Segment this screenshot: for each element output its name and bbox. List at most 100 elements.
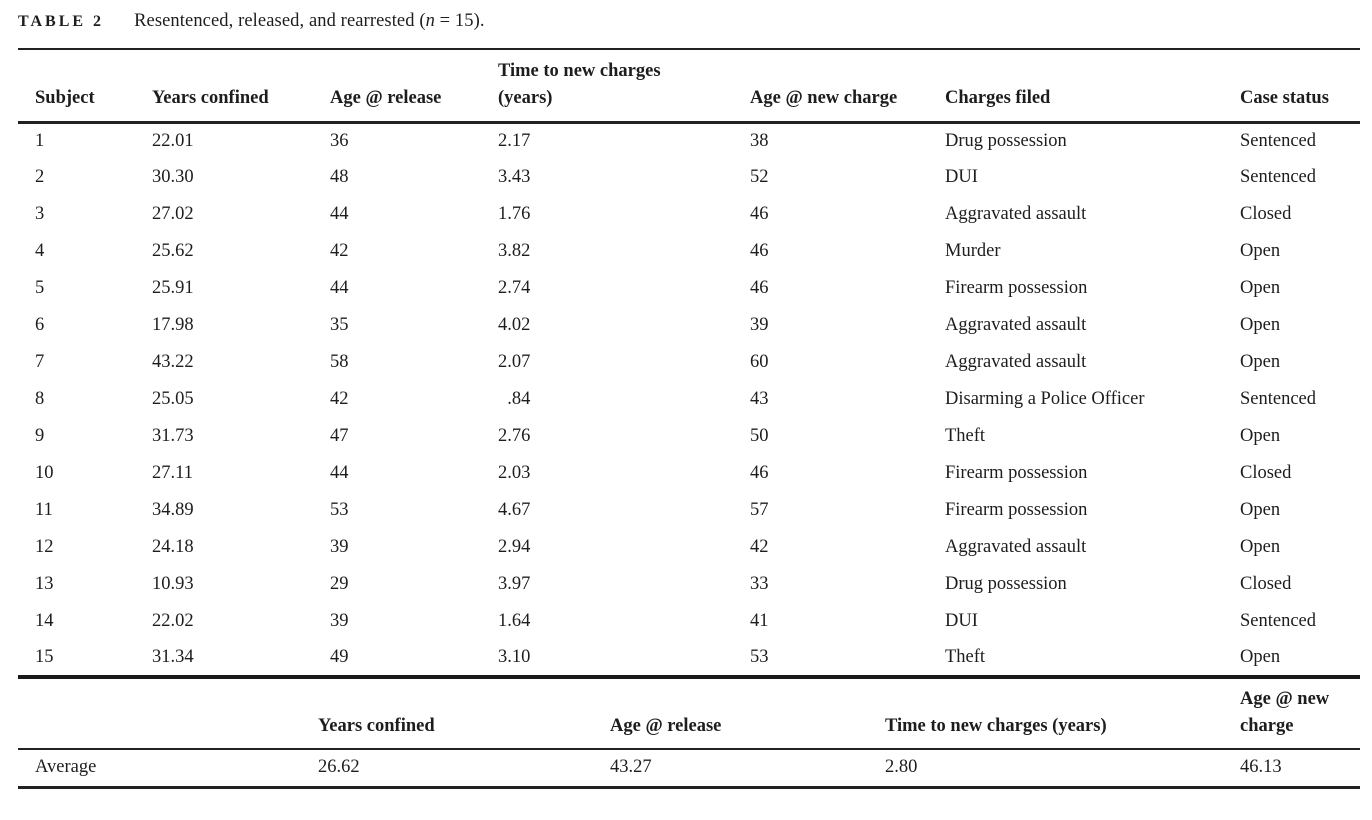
averages-header-spacer: [18, 679, 301, 750]
cell-age-at-new-charge: 46: [750, 463, 769, 483]
paper-table-figure: TABLE 2 Resentenced, released, and rearre…: [18, 0, 1360, 789]
cell-subject: 1: [35, 130, 45, 151]
cell-charges-filed: DUI: [945, 167, 978, 187]
avg-col-header-age-at-release: Age @ release: [593, 679, 868, 750]
avg-years-confined: 26.62: [301, 749, 593, 789]
cell-years-confined: 25.91: [152, 278, 194, 298]
table-row: 13 10.93 29 3.97 33 Drug possession Closed: [18, 566, 1360, 603]
cell-age-at-new-charge: 46: [750, 278, 769, 298]
cell-age-at-new-charge: 43: [750, 389, 769, 409]
cell-subject: 4: [35, 241, 45, 261]
cell-years-confined: 30.30: [152, 167, 194, 187]
cell-case-status: Sentenced: [1240, 167, 1317, 187]
cell-age-at-release: 44: [330, 278, 349, 298]
cell-case-status: Open: [1240, 500, 1281, 520]
averages-row-label: Average: [18, 749, 301, 789]
col-header-years-confined: Years confined: [135, 49, 313, 124]
cell-age-at-new-charge: 46: [750, 204, 769, 224]
cell-age-at-new-charge: 60: [750, 352, 769, 372]
cell-charges-filed: Firearm possession: [945, 500, 1088, 520]
resentenced-table: Subject Years confined Age @ release Tim…: [18, 48, 1360, 679]
cell-case-status: Sentenced: [1240, 130, 1317, 151]
table-row: 12 24.18 39 2.94 42 Aggravated assault Open: [18, 529, 1360, 566]
cell-subject: 7: [35, 352, 45, 372]
cell-age-at-release: 39: [330, 611, 349, 631]
cell-age-at-release: 36: [330, 130, 349, 151]
cell-years-confined: 25.05: [152, 389, 194, 409]
cell-time-to-new-charges: 3.97: [498, 574, 531, 594]
cell-time-to-new-charges: 2.17: [498, 130, 531, 151]
averages-row: Average 26.62 43.27 2.80 46.13: [18, 749, 1360, 789]
cell-age-at-release: 29: [330, 574, 349, 594]
cell-subject: 2: [35, 167, 45, 187]
cell-years-confined: 22.01: [152, 130, 194, 151]
cell-years-confined: 17.98: [152, 315, 194, 335]
cell-subject: 6: [35, 315, 45, 335]
cell-time-to-new-charges: 3.10: [481, 640, 733, 679]
table-caption: TABLE 2 Resentenced, released, and rearre…: [18, 0, 1360, 48]
table-row: 5 25.91 44 2.74 46 Firearm possession Open: [18, 270, 1360, 307]
avg-col-header-years-confined: Years confined: [301, 679, 593, 750]
table-row: 1 22.01 36 2.17 38 Drug possession Sentenced: [18, 122, 1360, 159]
cell-time-to-new-charges: 2.74: [498, 278, 531, 298]
cell-charges-filed: Theft: [945, 426, 986, 446]
cell-age-at-release: 44: [330, 463, 349, 483]
table-row: 11 34.89 53 4.67 57 Firearm possession Open: [18, 492, 1360, 529]
table-row: 14 22.02 39 1.64 41 DUI Sentenced: [18, 603, 1360, 640]
table-row: 10 27.11 44 2.03 46 Firearm possession Closed: [18, 455, 1360, 492]
sample-size-symbol: n: [425, 11, 435, 31]
cell-years-confined: 27.11: [152, 463, 193, 483]
averages-header: Years confined Age @ release Time to new…: [18, 679, 1360, 750]
cell-case-status: Open: [1240, 426, 1281, 446]
cell-subject: 5: [35, 278, 45, 298]
cell-charges-filed: Aggravated assault: [945, 352, 1087, 372]
cell-age-at-new-charge: 50: [750, 426, 769, 446]
table-row: 4 25.62 42 3.82 46 Murder Open: [18, 233, 1360, 270]
cell-subject: 8: [35, 389, 45, 409]
cell-subject: 3: [35, 204, 45, 224]
cell-time-to-new-charges: 2.94: [498, 537, 531, 557]
cell-years-confined: 43.22: [152, 352, 194, 372]
avg-col-header-age-at-new-charge: Age @ new charge: [1223, 679, 1360, 750]
cell-time-to-new-charges: 4.67: [498, 500, 531, 520]
cell-age-at-new-charge: 38: [750, 130, 769, 151]
cell-case-status: Open: [1240, 241, 1281, 261]
cell-age-at-new-charge: 42: [750, 537, 769, 557]
table-body: 1 22.01 36 2.17 38 Drug possession Sentenced 2 3…: [18, 122, 1360, 679]
cell-years-confined: 27.02: [152, 204, 194, 224]
cell-age-at-release: 42: [330, 389, 349, 409]
cell-time-to-new-charges: 2.76: [498, 426, 531, 446]
cell-age-at-new-charge: 41: [750, 611, 769, 631]
cell-case-status: Open: [1240, 315, 1281, 335]
cell-age-at-release: 47: [330, 426, 349, 446]
cell-case-status: Open: [1240, 352, 1281, 372]
cell-subject: 11: [35, 500, 53, 520]
cell-charges-filed: Firearm possession: [945, 278, 1088, 298]
table-row: 7 43.22 58 2.07 60 Aggravated assault Open: [18, 344, 1360, 381]
avg-age-at-new-charge: 46.13: [1223, 749, 1360, 789]
avg-age-at-release: 43.27: [593, 749, 868, 789]
cell-years-confined: 34.89: [152, 500, 194, 520]
table-row: 9 31.73 47 2.76 50 Theft Open: [18, 418, 1360, 455]
cell-age-at-release: 35: [330, 315, 349, 335]
cell-age-at-new-charge: 46: [750, 241, 769, 261]
cell-subject: 15: [18, 640, 135, 679]
cell-charges-filed: DUI: [945, 611, 978, 631]
cell-age-at-new-charge: 33: [750, 574, 769, 594]
cell-case-status: Open: [1223, 640, 1360, 679]
table-row: 6 17.98 35 4.02 39 Aggravated assault Open: [18, 307, 1360, 344]
cell-case-status: Closed: [1240, 204, 1292, 224]
cell-age-at-new-charge: 53: [733, 640, 928, 679]
cell-case-status: Open: [1240, 278, 1281, 298]
cell-charges-filed: Drug possession: [945, 130, 1067, 151]
cell-years-confined: 24.18: [152, 537, 194, 557]
cell-charges-filed: Theft: [928, 640, 1223, 679]
cell-time-to-new-charges: 3.82: [498, 241, 531, 261]
cell-time-to-new-charges: .84: [498, 389, 531, 409]
table-row: 2 30.30 48 3.43 52 DUI Sentenced: [18, 159, 1360, 196]
cell-age-at-new-charge: 52: [750, 167, 769, 187]
table-row: 8 25.05 42 .84 43 Disarming a Police Officer…: [18, 381, 1360, 418]
col-header-age-at-release: Age @ release: [313, 49, 481, 124]
col-header-case-status: Case status: [1223, 49, 1360, 124]
cell-age-at-release: 44: [330, 204, 349, 224]
